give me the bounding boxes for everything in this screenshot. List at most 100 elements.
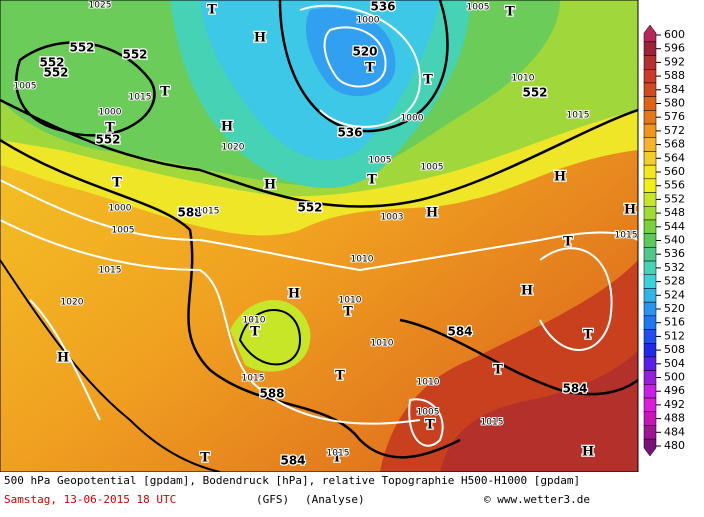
colorbar-swatch bbox=[643, 356, 657, 371]
system-label: H bbox=[254, 31, 266, 46]
footer-run: (Analyse) bbox=[305, 493, 365, 506]
colorbar-label: 532 bbox=[664, 261, 685, 274]
colorbar-label: 508 bbox=[664, 343, 685, 356]
pressure-label: 1005 bbox=[369, 156, 392, 166]
colorbar-swatch bbox=[643, 343, 657, 358]
colorbar-label: 492 bbox=[664, 398, 685, 411]
system-label: T bbox=[425, 418, 435, 433]
colorbar-label: 584 bbox=[664, 83, 685, 96]
system-label: H bbox=[521, 284, 533, 299]
colorbar-swatch bbox=[643, 397, 657, 412]
colorbar-swatch bbox=[643, 69, 657, 84]
colorbar-label: 504 bbox=[664, 357, 685, 370]
pressure-label: 1015 bbox=[242, 374, 265, 384]
pressure-label: 1003 bbox=[381, 213, 404, 223]
colorbar: 6005965925885845805765725685645605565525… bbox=[643, 24, 685, 457]
system-label: T bbox=[335, 369, 345, 384]
system-label: T bbox=[563, 235, 573, 250]
pressure-label: 1000 bbox=[99, 108, 122, 118]
pressure-label: 1015 bbox=[197, 207, 220, 217]
system-label: H bbox=[582, 445, 594, 460]
colorbar-swatch bbox=[643, 329, 657, 344]
pressure-label: 1010 bbox=[243, 316, 266, 326]
colorbar-swatch bbox=[643, 301, 657, 317]
colorbar-swatch bbox=[643, 123, 657, 139]
system-label: T bbox=[365, 61, 375, 76]
pressure-label: 1010 bbox=[351, 255, 374, 265]
pressure-label: 1015 bbox=[129, 93, 152, 103]
pressure-label: 1005 bbox=[14, 82, 37, 92]
colorbar-label: 540 bbox=[664, 234, 685, 247]
colorbar-swatch bbox=[643, 247, 657, 262]
system-label: T bbox=[367, 173, 377, 188]
colorbar-swatch bbox=[643, 55, 657, 70]
system-label: T bbox=[493, 363, 503, 378]
height-label: 584 bbox=[280, 454, 305, 468]
colorbar-swatch bbox=[643, 41, 657, 56]
colorbar-swatch bbox=[643, 233, 657, 248]
map-labels: 552 5525525525525525525365365205885885845… bbox=[13, 0, 639, 469]
footer-bg bbox=[0, 472, 704, 513]
pressure-label: 1020 bbox=[61, 298, 84, 308]
system-label: T bbox=[105, 121, 115, 136]
height-label: 584 bbox=[447, 325, 472, 339]
system-label: H bbox=[57, 351, 69, 366]
colorbar-swatch bbox=[643, 110, 657, 125]
system-label: T bbox=[112, 176, 122, 191]
colorbar-label: 592 bbox=[664, 55, 685, 68]
system-label: H bbox=[426, 206, 438, 221]
pressure-label: 1015 bbox=[481, 418, 504, 428]
system-label: T bbox=[200, 451, 210, 466]
map-background bbox=[0, 0, 638, 472]
pressure-label: 1025 bbox=[89, 1, 112, 11]
system-label: T bbox=[505, 5, 515, 20]
height-label: 552 bbox=[69, 41, 94, 55]
colorbar-swatch bbox=[643, 370, 657, 385]
colorbar-swatch bbox=[643, 288, 657, 303]
colorbar-label: 536 bbox=[664, 247, 685, 260]
height-label: 552 bbox=[522, 86, 547, 100]
height-label: 536 bbox=[337, 126, 362, 140]
colorbar-label: 572 bbox=[664, 124, 685, 137]
pressure-label: 1010 bbox=[417, 378, 440, 388]
colorbar-swatch bbox=[643, 164, 657, 180]
colorbar-swatch bbox=[643, 178, 657, 193]
colorbar-label: 580 bbox=[664, 97, 685, 110]
height-label: 588 bbox=[177, 206, 202, 220]
colorbar-swatch bbox=[643, 151, 657, 166]
system-label: H bbox=[624, 203, 636, 218]
pressure-label: 1010 bbox=[339, 296, 362, 306]
colorbar-swatch bbox=[643, 192, 657, 207]
colorbar-label: 560 bbox=[664, 165, 685, 178]
system-label: T bbox=[423, 73, 433, 88]
colorbar-label: 600 bbox=[664, 28, 685, 41]
pressure-label: 1005 bbox=[417, 408, 440, 418]
colorbar-label: 500 bbox=[664, 371, 685, 384]
height-label: 552 bbox=[122, 48, 147, 62]
pressure-label: 1015 bbox=[615, 231, 638, 241]
colorbar-label: 524 bbox=[664, 288, 685, 301]
system-label: T bbox=[207, 3, 217, 18]
colorbar-swatch bbox=[643, 24, 657, 43]
footer-model: (GFS) bbox=[256, 493, 289, 506]
system-label: H bbox=[288, 287, 300, 302]
colorbar-label: 480 bbox=[664, 439, 685, 452]
system-label: T bbox=[583, 328, 593, 343]
height-label: 584 bbox=[562, 382, 587, 396]
colorbar-swatch bbox=[643, 206, 657, 221]
colorbar-label: 556 bbox=[664, 179, 685, 192]
colorbar-label: 528 bbox=[664, 275, 685, 288]
system-label: H bbox=[554, 170, 566, 185]
footer-date: Samstag, 13-06-2015 18 UTC bbox=[4, 493, 176, 506]
height-label: 520 bbox=[352, 45, 377, 59]
pressure-label: 1015 bbox=[99, 266, 122, 276]
colorbar-swatch bbox=[643, 411, 657, 426]
colorbar-label: 520 bbox=[664, 302, 685, 315]
colorbar-swatch bbox=[643, 96, 657, 111]
pressure-label: 1005 bbox=[112, 226, 135, 236]
pressure-label: 1000 bbox=[401, 114, 424, 124]
colorbar-swatch bbox=[643, 82, 657, 97]
colorbar-label: 564 bbox=[664, 151, 685, 164]
colorbar-label: 496 bbox=[664, 384, 685, 397]
